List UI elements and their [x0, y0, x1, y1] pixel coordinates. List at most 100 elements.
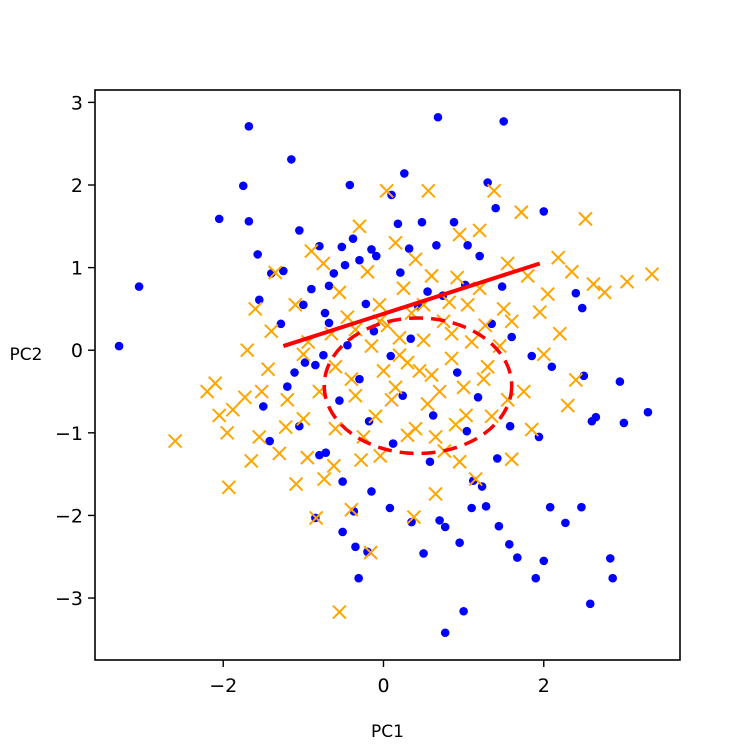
- data-point-x: [476, 371, 491, 387]
- data-point-dot: [561, 518, 570, 528]
- data-point-dot: [423, 287, 432, 296]
- data-point-x: [478, 318, 493, 333]
- data-point-x: [300, 450, 315, 465]
- data-point-dot: [417, 217, 427, 227]
- data-point-dot: [367, 245, 376, 254]
- data-point-x: [353, 452, 369, 468]
- data-point-dot: [440, 522, 450, 532]
- data-point-x: [420, 396, 435, 412]
- data-point-dot: [300, 358, 310, 367]
- data-point-x: [468, 471, 483, 487]
- data-point-dot: [393, 219, 403, 229]
- y-axis-label: PC2: [10, 345, 43, 365]
- data-point-dot: [473, 393, 483, 402]
- data-point-x: [240, 343, 255, 358]
- data-point-x: [540, 286, 555, 302]
- data-point-dot: [214, 214, 224, 224]
- data-point-dot: [432, 241, 441, 250]
- data-point-x: [244, 453, 259, 469]
- data-point-dot: [324, 318, 334, 328]
- data-point-x: [568, 372, 584, 388]
- data-point-dot: [329, 269, 339, 278]
- data-point-x: [268, 265, 283, 280]
- data-point-x: [550, 250, 566, 265]
- data-point-dot: [299, 300, 308, 310]
- data-point-dot: [513, 553, 522, 562]
- data-point-dot: [320, 308, 330, 318]
- data-point-x: [448, 417, 463, 432]
- data-point-dot: [276, 319, 286, 329]
- data-point-x: [492, 338, 507, 354]
- data-point-x: [340, 309, 355, 325]
- x-marker-series: [167, 183, 660, 620]
- data-point-dot: [238, 181, 248, 191]
- data-point-dot: [244, 122, 254, 131]
- data-point-dot: [321, 448, 331, 457]
- data-point-dot: [406, 334, 416, 343]
- data-point-x: [524, 422, 539, 437]
- data-point-dot: [134, 282, 144, 291]
- axes-frame: [94, 89, 681, 661]
- data-point-x: [272, 446, 287, 461]
- data-point-x: [220, 425, 235, 441]
- data-point-x: [444, 326, 459, 341]
- data-point-x: [516, 384, 531, 399]
- data-point-x: [460, 297, 475, 312]
- data-point-dot: [462, 426, 472, 436]
- data-point-dot: [527, 351, 537, 361]
- data-point-dot: [440, 628, 450, 638]
- data-point-x: [504, 314, 519, 329]
- data-point-x: [368, 409, 383, 424]
- dot-marker-series: [114, 112, 653, 638]
- data-point-dot: [253, 250, 262, 259]
- data-point-dot: [433, 112, 443, 122]
- data-point-dot: [428, 411, 438, 420]
- data-point-x: [344, 371, 359, 387]
- data-point-x: [379, 183, 394, 198]
- data-point-x: [388, 235, 403, 251]
- data-point-x: [326, 458, 342, 474]
- x-axis-label: PC1: [371, 722, 404, 742]
- data-point-x: [308, 510, 324, 526]
- data-point-dot: [463, 241, 472, 250]
- data-point-x: [392, 330, 407, 346]
- data-point-dot: [337, 242, 347, 252]
- data-point-dot: [371, 251, 381, 261]
- data-point-dot: [449, 217, 459, 227]
- data-point-dot: [492, 454, 502, 463]
- data-point-x: [360, 264, 375, 279]
- data-point-x: [444, 351, 459, 366]
- data-point-x: [428, 429, 443, 445]
- axis-ticks: −2 0 2 −3 −2 −1 0 1 2 3: [55, 92, 550, 697]
- data-point-x: [364, 338, 379, 354]
- data-point-x: [536, 347, 551, 362]
- data-point-dot: [407, 517, 416, 527]
- data-point-dot: [343, 340, 352, 350]
- data-point-x: [237, 390, 253, 405]
- data-point-x: [532, 305, 547, 320]
- data-point-dot: [385, 503, 395, 513]
- data-point-dot: [505, 540, 514, 549]
- data-point-dot: [338, 477, 347, 486]
- data-point-x: [514, 205, 529, 220]
- data-point-x: [408, 421, 423, 436]
- data-point-x: [619, 274, 635, 289]
- data-point-dot: [396, 268, 405, 277]
- data-point-dot: [481, 502, 491, 511]
- data-point-x: [348, 388, 363, 403]
- data-point-x: [424, 268, 439, 284]
- data-point-dot: [467, 503, 476, 513]
- data-point-x: [332, 285, 347, 300]
- data-point-x: [400, 355, 415, 370]
- data-point-x: [278, 419, 293, 435]
- data-point-x: [288, 297, 303, 312]
- data-point-x: [221, 480, 237, 495]
- data-point-dot: [539, 556, 549, 566]
- data-point-x: [464, 334, 479, 350]
- data-point-x: [416, 333, 431, 348]
- data-point-dot: [351, 542, 360, 552]
- data-point-x: [450, 270, 465, 285]
- data-point-x: [328, 421, 343, 436]
- data-point-dot: [577, 303, 587, 313]
- data-point-dot: [319, 350, 328, 360]
